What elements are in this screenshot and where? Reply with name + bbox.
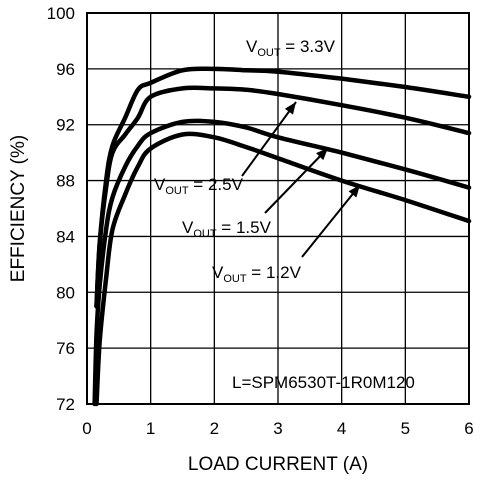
series-label-main: V [182, 218, 194, 237]
grid-lines [87, 13, 469, 404]
x-tick-labels: 0 1 2 3 4 5 6 [82, 419, 473, 438]
plot-frame [86, 12, 470, 405]
y-tick-label: 92 [56, 116, 75, 135]
inductor-note: L=SPM6530T-1R0M120 [232, 373, 415, 392]
series-label-sub: OUT [165, 185, 189, 197]
y-tick-label: 84 [56, 227, 75, 246]
y-tick-label: 88 [56, 172, 75, 191]
series-label-main: V [246, 37, 258, 56]
series-label-1: VOUT = 2.5V [154, 175, 244, 197]
series-label-rest: = 3.3V [281, 37, 336, 56]
annotation-arrows [241, 101, 361, 258]
series-label-2: VOUT = 1.5V [182, 218, 272, 240]
series-line-1 [94, 85, 472, 309]
x-tick-label: 4 [337, 419, 346, 438]
series-lines [92, 66, 472, 407]
arrow-2v5-head [284, 102, 296, 115]
series-label-3: VOUT = 1.2V [212, 263, 302, 285]
series-label-rest: = 1.5V [217, 218, 272, 237]
arrow-1v5-head [316, 148, 328, 161]
y-tick-label: 96 [56, 60, 75, 79]
series-label-rest: = 1.2V [247, 263, 302, 282]
arrow-2v5-shaft [241, 101, 297, 177]
series-line-3 [94, 131, 472, 407]
x-tick-label: 3 [273, 419, 282, 438]
series-label-0: VOUT = 3.3V [246, 37, 336, 59]
x-tick-label: 5 [401, 419, 410, 438]
x-tick-label: 1 [146, 419, 155, 438]
x-tick-label: 0 [82, 419, 91, 438]
series-label-main: V [212, 263, 224, 282]
y-tick-label: 76 [56, 339, 75, 358]
series-label-rest: = 2.5V [189, 175, 244, 194]
y-tick-labels: 72 76 80 84 88 92 96 100 [47, 4, 75, 414]
series-line-2 [92, 118, 472, 407]
series-label-sub: OUT [193, 228, 217, 240]
series-label-main: V [154, 175, 166, 194]
y-tick-label: 72 [56, 395, 75, 414]
y-axis-title: EFFICIENCY (%) [8, 135, 29, 282]
x-tick-label: 6 [464, 419, 473, 438]
arrow-1v5-shaft [264, 147, 329, 214]
arrow-1v2-shaft [301, 184, 361, 258]
x-axis-title: LOAD CURRENT (A) [188, 454, 368, 475]
series-label-sub: OUT [223, 273, 247, 285]
x-tick-label: 2 [210, 419, 219, 438]
arrow-1v2-head [348, 185, 360, 198]
y-tick-label: 100 [47, 4, 75, 23]
series-label-sub: OUT [257, 47, 281, 59]
y-tick-label: 80 [56, 283, 75, 302]
